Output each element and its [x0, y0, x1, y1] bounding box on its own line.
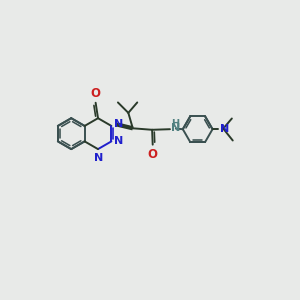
- Text: O: O: [91, 87, 100, 101]
- Text: N: N: [94, 153, 103, 163]
- Text: H: H: [171, 119, 179, 129]
- Text: N: N: [114, 119, 124, 129]
- Text: O: O: [148, 148, 158, 160]
- Text: N: N: [114, 136, 123, 146]
- Text: N: N: [171, 123, 180, 133]
- Text: N: N: [220, 124, 229, 134]
